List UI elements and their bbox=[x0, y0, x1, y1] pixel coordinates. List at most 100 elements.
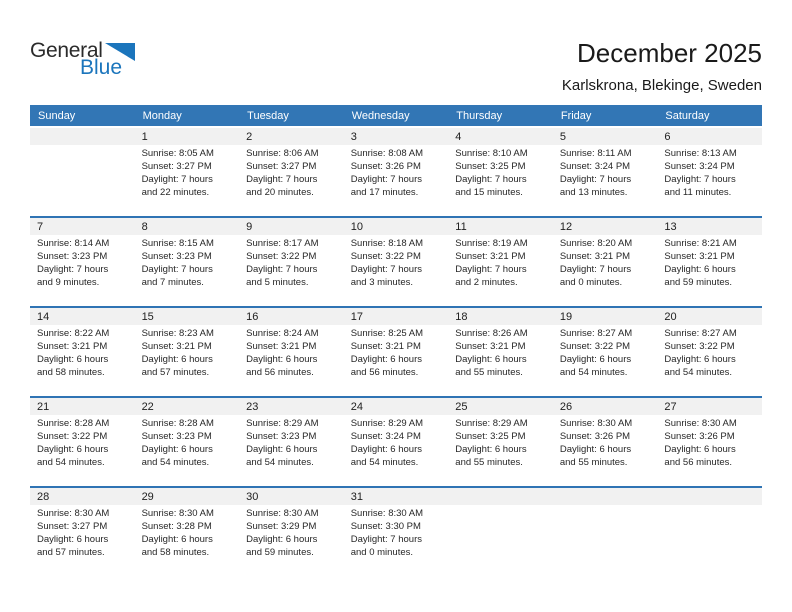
title-block: December 2025 Karlskrona, Blekinge, Swed… bbox=[562, 38, 762, 94]
day-info-line: Sunset: 3:24 PM bbox=[559, 161, 631, 172]
page-subtitle: Karlskrona, Blekinge, Sweden bbox=[561, 77, 762, 94]
date-number-strip: 1 2 3 4 5 6 bbox=[30, 128, 762, 145]
day-info-line: and 9 minutes. bbox=[37, 277, 100, 288]
day-info-line: Sunrise: 8:28 AM bbox=[37, 418, 110, 429]
day-info-line: Sunset: 3:21 PM bbox=[37, 341, 108, 352]
week-row: 1 2 3 4 5 6 Sunrise: 8:05 AM Sunset: 3:27 PM Day… bbox=[30, 128, 762, 216]
day-info-line: Daylight: 6 hours bbox=[37, 444, 109, 455]
date-number: 4 bbox=[455, 130, 462, 143]
day-info-line: and 55 minutes. bbox=[559, 457, 628, 468]
day-cell: Sunrise: 8:29 AM Sunset: 3:23 PM Daylight:… bbox=[239, 415, 344, 486]
day-info-line: Daylight: 7 hours bbox=[350, 174, 422, 185]
date-number: 3 bbox=[350, 130, 357, 143]
day-info-line: and 54 minutes. bbox=[559, 367, 628, 378]
day-details-row: Sunrise: 8:14 AM Sunset: 3:23 PM Daylight:… bbox=[30, 235, 762, 306]
day-info-line: and 3 minutes. bbox=[350, 277, 414, 288]
date-number: 23 bbox=[246, 400, 259, 413]
date-number: 20 bbox=[664, 310, 677, 323]
day-info-line: and 55 minutes. bbox=[455, 457, 523, 468]
day-info-line: and 22 minutes. bbox=[141, 187, 210, 198]
day-info-line: and 55 minutes. bbox=[455, 367, 523, 378]
date-number: 19 bbox=[559, 310, 573, 323]
day-cell: Sunrise: 8:21 AM Sunset: 3:21 PM Daylight:… bbox=[657, 235, 762, 306]
day-info-line: and 0 minutes. bbox=[559, 277, 623, 288]
day-cell: Sunrise: 8:27 AM Sunset: 3:22 PM Daylight:… bbox=[657, 325, 762, 396]
day-info-line: Sunset: 3:24 PM bbox=[664, 161, 735, 172]
day-info-line: Sunrise: 8:22 AM bbox=[37, 328, 110, 339]
day-info-line: and 54 minutes. bbox=[664, 367, 733, 378]
day-info-line: Daylight: 6 hours bbox=[664, 444, 736, 455]
day-info-line: and 54 minutes. bbox=[141, 457, 210, 468]
day-info-line: Sunrise: 8:29 AM bbox=[246, 418, 319, 429]
day-info-line: Sunset: 3:29 PM bbox=[246, 521, 317, 532]
day-info-line: Sunset: 3:23 PM bbox=[141, 251, 212, 262]
day-info-line: Sunrise: 8:21 AM bbox=[664, 238, 737, 249]
day-cell: Sunrise: 8:30 AM Sunset: 3:27 PM Daylight:… bbox=[30, 505, 135, 576]
day-info-line: Sunrise: 8:29 AM bbox=[350, 418, 424, 429]
day-info-line: Daylight: 6 hours bbox=[664, 354, 736, 365]
date-number: 9 bbox=[246, 220, 253, 233]
day-info-line: and 2 minutes. bbox=[455, 277, 518, 288]
day-info-line: Sunrise: 8:20 AM bbox=[559, 238, 633, 249]
day-details-row: Sunrise: 8:05 AM Sunset: 3:27 PM Daylight:… bbox=[30, 145, 762, 216]
calendar: Sunday Monday Tuesday Wednesday Thursday Frid… bbox=[30, 105, 762, 576]
date-number: 5 bbox=[559, 130, 566, 143]
day-info-line: Sunset: 3:26 PM bbox=[559, 431, 631, 442]
week-row: 7 8 9 10 11 12 13 Sunrise: 8:14 AM Sunset: 3:23 … bbox=[30, 216, 762, 306]
day-info-line: and 5 minutes. bbox=[246, 277, 309, 288]
day-info-line: Daylight: 7 hours bbox=[246, 264, 318, 275]
day-info-line: Sunrise: 8:15 AM bbox=[141, 238, 214, 249]
day-cell: Sunrise: 8:30 AM Sunset: 3:26 PM Daylight:… bbox=[657, 415, 762, 486]
day-info-line: Sunset: 3:26 PM bbox=[350, 161, 421, 172]
date-number: 21 bbox=[37, 400, 50, 413]
day-info-line: Sunset: 3:21 PM bbox=[455, 341, 526, 352]
day-details-row: Sunrise: 8:30 AM Sunset: 3:27 PM Daylight:… bbox=[30, 505, 762, 576]
day-info-line: Sunrise: 8:30 AM bbox=[246, 508, 319, 519]
day-info-line: Sunset: 3:23 PM bbox=[246, 431, 317, 442]
day-cell: Sunrise: 8:29 AM Sunset: 3:25 PM Daylight:… bbox=[448, 415, 553, 486]
day-info-line: Sunrise: 8:27 AM bbox=[664, 328, 737, 339]
day-info-line: Sunset: 3:25 PM bbox=[455, 431, 526, 442]
date-number: 2 bbox=[246, 130, 253, 143]
day-cell: Sunrise: 8:30 AM Sunset: 3:26 PM Daylight:… bbox=[553, 415, 658, 486]
day-cell: Sunrise: 8:24 AM Sunset: 3:21 PM Daylight:… bbox=[239, 325, 344, 396]
date-number: 6 bbox=[664, 130, 671, 143]
day-header-saturday: Saturday bbox=[665, 109, 710, 122]
day-info-line: Daylight: 6 hours bbox=[246, 354, 318, 365]
day-header-row: Sunday Monday Tuesday Wednesday Thursday Frid… bbox=[30, 105, 762, 126]
week-row: 21 22 23 24 25 26 27 Sunrise: 8:28 AM Sunset: 3:… bbox=[30, 396, 762, 486]
day-info-line: Sunset: 3:24 PM bbox=[350, 431, 421, 442]
date-number: 29 bbox=[141, 490, 154, 503]
date-number: 27 bbox=[664, 400, 677, 413]
day-info-line: Sunrise: 8:25 AM bbox=[350, 328, 424, 339]
date-number: 15 bbox=[141, 310, 154, 323]
day-info-line: Sunset: 3:27 PM bbox=[141, 161, 212, 172]
date-number: 8 bbox=[141, 220, 148, 233]
day-info-line: Sunset: 3:22 PM bbox=[246, 251, 317, 262]
day-info-line: Daylight: 6 hours bbox=[559, 444, 632, 455]
day-info-line: Daylight: 7 hours bbox=[455, 174, 527, 185]
day-info-line: and 54 minutes. bbox=[246, 457, 314, 468]
day-cell: Sunrise: 8:28 AM Sunset: 3:22 PM Daylight:… bbox=[30, 415, 135, 486]
day-header-wednesday: Wednesday bbox=[351, 109, 410, 122]
date-number: 22 bbox=[141, 400, 154, 413]
day-info-line: and 20 minutes. bbox=[246, 187, 314, 198]
day-info-line: Daylight: 6 hours bbox=[37, 534, 109, 545]
day-info-line: Sunset: 3:25 PM bbox=[455, 161, 526, 172]
day-info-line: Daylight: 6 hours bbox=[664, 264, 736, 275]
day-info-line: Daylight: 6 hours bbox=[455, 444, 527, 455]
day-info-line: Daylight: 6 hours bbox=[246, 534, 318, 545]
date-number: 1 bbox=[141, 130, 148, 143]
day-cell: Sunrise: 8:20 AM Sunset: 3:21 PM Daylight:… bbox=[553, 235, 658, 306]
day-info-line: Daylight: 7 hours bbox=[559, 174, 632, 185]
date-number: 11 bbox=[455, 220, 467, 233]
day-info-line: Daylight: 7 hours bbox=[664, 174, 736, 185]
date-number: 13 bbox=[664, 220, 677, 233]
day-cell: Sunrise: 8:11 AM Sunset: 3:24 PM Daylight:… bbox=[553, 145, 658, 216]
day-cell bbox=[30, 145, 135, 216]
date-number: 17 bbox=[350, 310, 363, 323]
day-cell: Sunrise: 8:08 AM Sunset: 3:26 PM Daylight:… bbox=[344, 145, 449, 216]
day-info-line: Sunrise: 8:13 AM bbox=[664, 148, 737, 159]
day-info-line: Sunrise: 8:23 AM bbox=[141, 328, 214, 339]
